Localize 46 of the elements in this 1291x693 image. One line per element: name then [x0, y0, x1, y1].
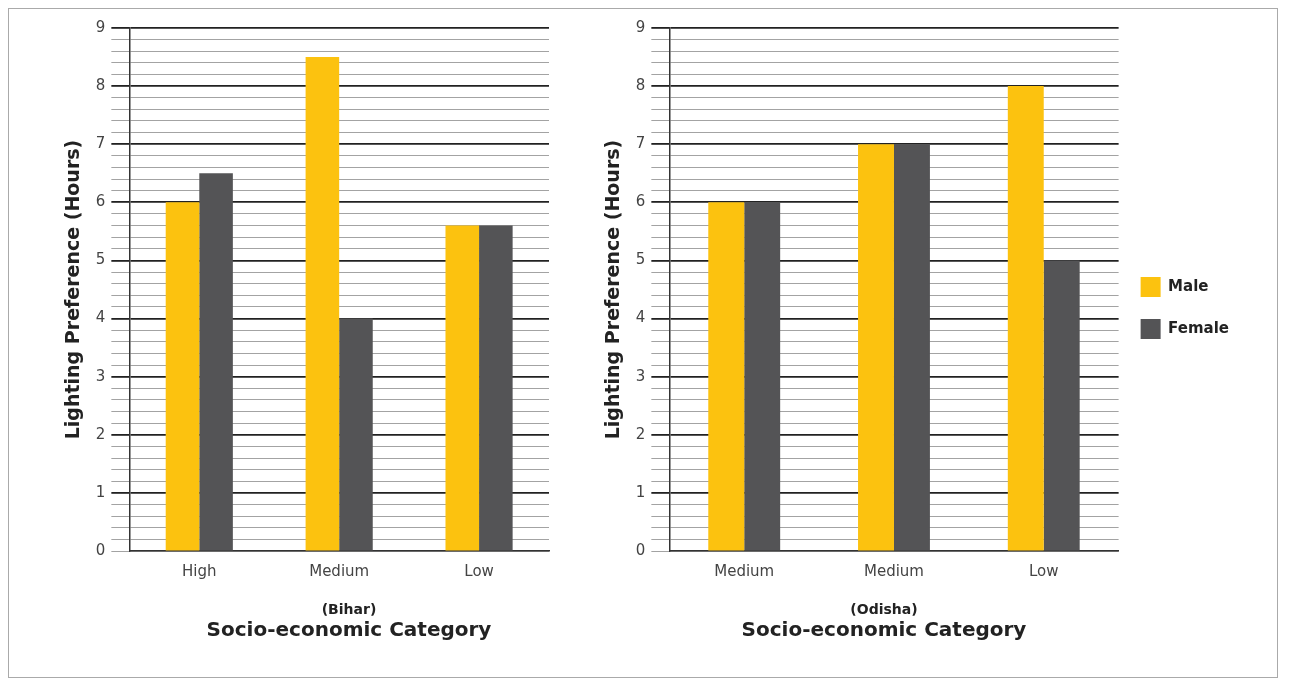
y-tick-label: 4 — [635, 308, 646, 327]
bar — [858, 144, 894, 551]
y-tick-label: 1 — [635, 482, 646, 501]
y-tick-label: 2 — [95, 424, 106, 443]
y-tick-label: 0 — [635, 540, 646, 559]
y-tick-label: 1 — [95, 482, 106, 501]
y-tick-label: 5 — [635, 250, 646, 269]
y-tick-label: 8 — [635, 76, 646, 94]
bar — [339, 318, 373, 551]
y-tick-label: 9 — [635, 17, 646, 36]
x-tick-label: Low — [464, 561, 494, 580]
bar — [744, 202, 781, 551]
x-tick-label: High — [182, 561, 217, 580]
bar — [1007, 86, 1044, 551]
y-tick-label: 8 — [95, 76, 106, 94]
y-tick-label: 7 — [95, 134, 106, 153]
y-axis-title: Lighting Preference (Hours) — [601, 139, 624, 440]
y-tick-label: 0 — [95, 540, 106, 559]
legend-label: Male — [1168, 276, 1209, 295]
bar — [708, 202, 745, 551]
bar — [165, 202, 200, 551]
x-axis-title: Socio-economic Category — [205, 617, 493, 641]
y-tick-label: 4 — [95, 308, 106, 327]
legend-label: Female — [1168, 318, 1230, 337]
y-tick-label: 6 — [635, 192, 646, 211]
y-tick-label: 7 — [635, 134, 646, 153]
y-axis-title: Lighting Preference (Hours) — [61, 139, 84, 440]
bar — [305, 57, 340, 551]
bar — [1043, 260, 1080, 551]
y-tick-label: 6 — [95, 192, 106, 211]
y-tick-label: 2 — [635, 424, 646, 443]
bar — [479, 225, 513, 551]
text: (Bihar) — [320, 601, 378, 617]
bar — [199, 173, 233, 551]
x-tick-label: Medium — [863, 561, 924, 580]
x-axis-title: Socio-economic Category — [740, 617, 1028, 641]
x-tick-label: Low — [1028, 561, 1059, 580]
y-tick-label: 3 — [635, 366, 646, 385]
bar — [893, 144, 930, 551]
x-tick-label: Medium — [309, 561, 370, 580]
y-tick-label: 9 — [95, 17, 106, 36]
bar — [445, 225, 480, 551]
y-tick-label: 3 — [95, 366, 106, 385]
text: (Odisha) — [849, 601, 919, 617]
y-tick-label: 5 — [95, 250, 106, 269]
x-tick-label: Medium — [714, 561, 775, 580]
